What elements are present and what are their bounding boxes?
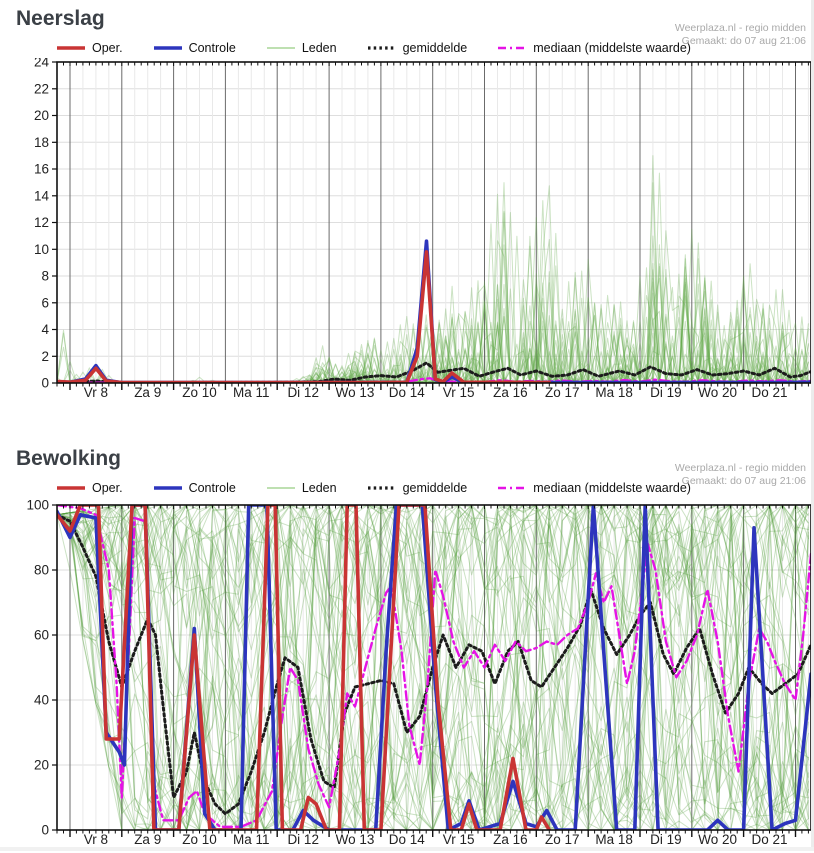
page-title: Neerslag — [16, 7, 105, 30]
svg-text:Di 19: Di 19 — [650, 385, 682, 400]
oper-line-icon — [56, 484, 86, 492]
svg-text:Zo 17: Zo 17 — [545, 385, 580, 400]
svg-text:14: 14 — [34, 188, 50, 203]
bewolking-section: Bewolking Weerplaza.nl - regio midden Ge… — [0, 440, 814, 853]
svg-text:Za 16: Za 16 — [493, 385, 528, 400]
svg-text:Vr 15: Vr 15 — [443, 832, 475, 847]
svg-text:Do 14: Do 14 — [389, 832, 426, 847]
svg-text:0: 0 — [41, 823, 49, 838]
svg-text:Do 14: Do 14 — [389, 385, 426, 400]
legend-label: Oper. — [92, 41, 123, 55]
svg-text:2: 2 — [41, 349, 49, 364]
attribution-source: Weerplaza.nl - regio midden — [674, 462, 806, 474]
vertical-scrollbar[interactable] — [811, 0, 814, 851]
neerslag-plot: 0 2 4 6 8 10 12 14 16 18 20 22 24 Vr 8 Za 9 Zo 10 Ma 11 D… — [0, 55, 814, 410]
svg-text:Zo 10: Zo 10 — [182, 832, 217, 847]
legend-label: Oper. — [92, 481, 123, 495]
svg-text:Za 9: Za 9 — [134, 385, 161, 400]
legend-item-leden: Leden — [266, 481, 337, 495]
svg-text:20: 20 — [34, 758, 49, 773]
legend: Oper. Controle Leden gemiddelde mediaan … — [56, 480, 814, 496]
svg-text:60: 60 — [34, 628, 49, 643]
attribution-timestamp: Gemaakt: do 07 aug 21:06 — [681, 34, 806, 47]
svg-text:100: 100 — [26, 498, 49, 513]
leden-line-icon — [266, 44, 296, 52]
mediaan-dashdot-line-icon — [497, 484, 527, 492]
svg-text:Do 21: Do 21 — [751, 385, 787, 400]
legend-item-controle: Controle — [153, 41, 236, 55]
svg-text:4: 4 — [41, 322, 49, 337]
bewolking-plot: 0 20 40 60 80 100 Vr 8 Za 9 Zo 10 Ma 11 Di 12 Wo 13… — [0, 498, 814, 853]
svg-text:Ma 11: Ma 11 — [233, 832, 270, 847]
svg-text:0: 0 — [41, 376, 49, 391]
legend-item-mediaan: mediaan (middelste waarde) — [497, 41, 691, 55]
svg-text:Di 12: Di 12 — [287, 385, 319, 400]
svg-text:Zo 17: Zo 17 — [545, 832, 580, 847]
neerslag-section: Neerslag Weerplaza.nl - regio midden Gem… — [0, 0, 814, 410]
legend-item-oper: Oper. — [56, 481, 123, 495]
svg-text:Zo 10: Zo 10 — [182, 385, 217, 400]
attribution-timestamp: Gemaakt: do 07 aug 21:06 — [681, 474, 806, 487]
gemiddelde-dotted-line-icon — [367, 44, 397, 52]
svg-text:Ma 18: Ma 18 — [595, 385, 633, 400]
svg-text:Ma 11: Ma 11 — [233, 385, 270, 400]
svg-text:80: 80 — [34, 563, 49, 578]
svg-text:Wo 20: Wo 20 — [698, 385, 737, 400]
svg-text:Vr 15: Vr 15 — [443, 385, 475, 400]
svg-text:Vr 8: Vr 8 — [84, 832, 108, 847]
svg-text:20: 20 — [34, 108, 49, 123]
svg-text:40: 40 — [34, 693, 49, 708]
svg-text:Za 16: Za 16 — [493, 832, 528, 847]
mediaan-dashdot-line-icon — [497, 44, 527, 52]
svg-text:Ma 18: Ma 18 — [595, 832, 633, 847]
svg-text:8: 8 — [41, 269, 49, 284]
svg-text:12: 12 — [34, 215, 49, 230]
legend: Oper. Controle Leden gemiddelde mediaan … — [56, 40, 814, 56]
legend-item-oper: Oper. — [56, 41, 123, 55]
controle-line-icon — [153, 44, 183, 52]
oper-line-icon — [56, 44, 86, 52]
horizontal-scrollbar[interactable] — [0, 847, 814, 851]
legend-item-gemiddelde: gemiddelde — [367, 481, 468, 495]
svg-text:Do 21: Do 21 — [751, 832, 787, 847]
legend-label: gemiddelde — [402, 41, 468, 55]
svg-text:Wo 13: Wo 13 — [336, 832, 375, 847]
legend-item-gemiddelde: gemiddelde — [367, 41, 468, 55]
legend-label: gemiddelde — [402, 481, 468, 495]
legend-label: Controle — [188, 481, 236, 495]
svg-text:Di 19: Di 19 — [650, 832, 682, 847]
svg-text:Vr 8: Vr 8 — [84, 385, 108, 400]
legend-label: mediaan (middelste waarde) — [533, 481, 691, 495]
legend-item-controle: Controle — [153, 481, 236, 495]
svg-text:16: 16 — [34, 162, 49, 177]
legend-label: Leden — [301, 41, 337, 55]
svg-text:22: 22 — [34, 81, 49, 96]
leden-line-icon — [266, 484, 296, 492]
controle-line-icon — [153, 484, 183, 492]
legend-label: mediaan (middelste waarde) — [533, 41, 691, 55]
svg-text:Wo 13: Wo 13 — [336, 385, 375, 400]
attribution: Weerplaza.nl - regio midden Gemaakt: do … — [675, 462, 806, 487]
svg-text:Di 12: Di 12 — [287, 832, 319, 847]
svg-text:Za 9: Za 9 — [134, 832, 161, 847]
legend-label: Leden — [301, 481, 337, 495]
legend-item-leden: Leden — [266, 41, 337, 55]
page-title: Bewolking — [16, 447, 122, 470]
attribution: Weerplaza.nl - regio midden Gemaakt: do … — [675, 22, 806, 47]
svg-text:Wo 20: Wo 20 — [698, 832, 737, 847]
gemiddelde-dotted-line-icon — [367, 484, 397, 492]
svg-text:10: 10 — [34, 242, 49, 257]
svg-text:18: 18 — [34, 135, 49, 150]
svg-text:6: 6 — [41, 295, 49, 310]
legend-item-mediaan: mediaan (middelste waarde) — [497, 481, 691, 495]
attribution-source: Weerplaza.nl - regio midden — [674, 22, 806, 34]
svg-text:24: 24 — [34, 58, 50, 70]
legend-label: Controle — [188, 41, 236, 55]
